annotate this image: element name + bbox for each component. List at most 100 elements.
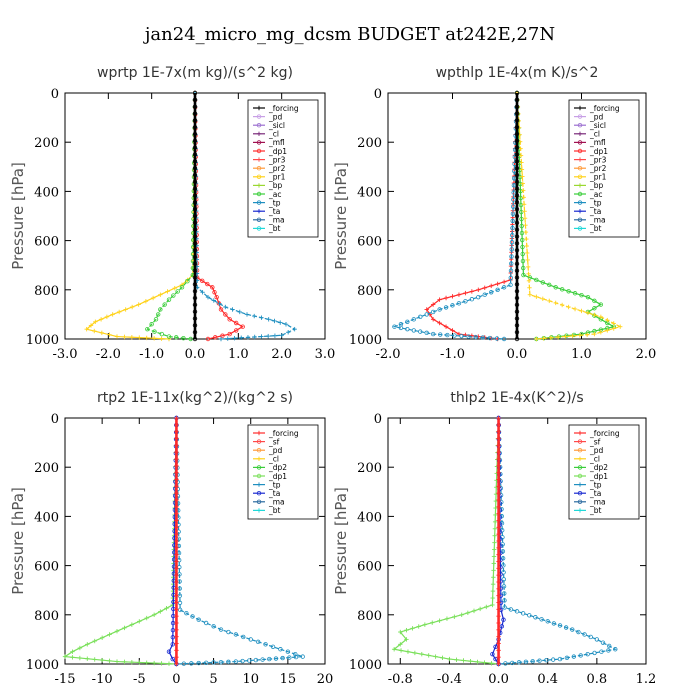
data-point bbox=[174, 600, 179, 605]
data-point bbox=[491, 575, 496, 580]
data-point bbox=[496, 579, 501, 585]
data-point bbox=[149, 322, 154, 327]
data-point bbox=[452, 333, 457, 338]
legend-label: _bt bbox=[268, 506, 281, 515]
data-point bbox=[501, 336, 507, 342]
data-point bbox=[166, 336, 172, 342]
y-tick-label: 800 bbox=[34, 284, 59, 299]
data-point bbox=[270, 644, 276, 649]
series-line bbox=[146, 92, 196, 340]
data-point bbox=[122, 659, 127, 665]
data-point bbox=[244, 312, 250, 317]
data-point bbox=[418, 329, 423, 334]
data-point bbox=[174, 538, 179, 544]
data-point bbox=[508, 282, 513, 288]
data-point bbox=[510, 218, 515, 224]
data-point bbox=[519, 160, 524, 165]
data-point bbox=[518, 188, 523, 194]
figure-title: jan24_micro_mg_dcsm BUDGET at242E,27N bbox=[143, 24, 555, 45]
data-point bbox=[426, 653, 431, 658]
data-point bbox=[496, 634, 501, 639]
data-point bbox=[508, 275, 513, 280]
data-point bbox=[559, 302, 565, 308]
data-point bbox=[114, 659, 120, 664]
data-point bbox=[92, 657, 97, 662]
data-point bbox=[496, 470, 501, 475]
series-ac bbox=[145, 90, 198, 342]
legend-entry: _dp2 bbox=[574, 463, 608, 472]
data-point bbox=[537, 658, 542, 663]
data-point bbox=[461, 658, 466, 663]
legend-marker bbox=[256, 131, 262, 136]
data-point bbox=[174, 572, 179, 578]
data-point bbox=[174, 422, 179, 428]
data-point bbox=[514, 165, 520, 171]
data-point bbox=[227, 331, 232, 337]
legend-entry: _sicl bbox=[574, 121, 606, 130]
legend-label: _pd bbox=[589, 446, 604, 455]
data-point bbox=[144, 335, 149, 341]
data-point bbox=[605, 328, 610, 333]
data-point bbox=[398, 648, 404, 653]
data-point bbox=[159, 661, 164, 666]
data-point bbox=[279, 333, 284, 338]
data-point bbox=[174, 552, 179, 557]
data-point bbox=[496, 627, 501, 633]
data-point bbox=[223, 304, 228, 310]
legend-marker bbox=[577, 448, 583, 453]
data-point bbox=[174, 641, 179, 646]
data-point bbox=[99, 657, 105, 663]
data-point bbox=[490, 602, 495, 608]
legend-marker bbox=[577, 157, 583, 162]
data-point bbox=[129, 304, 135, 310]
legend: _forcing_pd_sicl_cl_mfl_dp1_pr3_pr2_pr1_… bbox=[568, 99, 640, 238]
data-point bbox=[164, 606, 169, 611]
data-point bbox=[613, 647, 618, 652]
data-point bbox=[273, 656, 279, 661]
data-point bbox=[476, 287, 481, 292]
data-point bbox=[496, 566, 501, 571]
y-tick-label: 1000 bbox=[349, 333, 382, 348]
data-point bbox=[499, 624, 505, 629]
data-point bbox=[551, 621, 557, 626]
data-point bbox=[508, 268, 514, 273]
data-point bbox=[430, 317, 436, 322]
y-tick-label: 200 bbox=[357, 136, 382, 151]
data-point bbox=[137, 619, 142, 624]
data-point bbox=[489, 283, 494, 289]
data-point bbox=[521, 195, 526, 200]
data-point bbox=[496, 586, 501, 592]
legend-entry: _cl bbox=[253, 455, 279, 464]
legend-entry: _dp2 bbox=[253, 463, 287, 472]
data-point bbox=[245, 335, 251, 340]
data-point bbox=[598, 330, 604, 335]
panel-title: wprtp 1E-7x(m kg)/(s^2 kg) bbox=[97, 65, 293, 81]
data-point bbox=[555, 334, 561, 340]
data-point bbox=[514, 268, 520, 273]
data-point bbox=[185, 278, 190, 284]
data-point bbox=[174, 490, 179, 496]
data-point bbox=[430, 309, 436, 315]
data-point bbox=[166, 297, 172, 302]
data-point bbox=[514, 179, 520, 185]
data-point bbox=[489, 661, 494, 666]
data-point bbox=[192, 220, 198, 226]
legend-label: _dp2 bbox=[268, 463, 287, 472]
panel-title: wpthlp 1E-4x(m K)/s^2 bbox=[436, 65, 599, 81]
data-point bbox=[137, 335, 142, 340]
x-tick-label: 0 bbox=[172, 672, 180, 687]
legend-marker bbox=[256, 157, 262, 162]
legend-label: _pr3 bbox=[268, 155, 286, 164]
data-point bbox=[514, 193, 520, 198]
data-point bbox=[514, 329, 520, 335]
data-point bbox=[450, 294, 455, 299]
data-point bbox=[490, 588, 496, 594]
legend-marker bbox=[256, 140, 262, 145]
data-point bbox=[114, 334, 120, 339]
data-point bbox=[514, 220, 520, 226]
data-point bbox=[491, 554, 497, 559]
data-point bbox=[519, 223, 524, 229]
data-point bbox=[144, 660, 149, 665]
data-point bbox=[233, 659, 239, 664]
data-point bbox=[519, 167, 525, 172]
